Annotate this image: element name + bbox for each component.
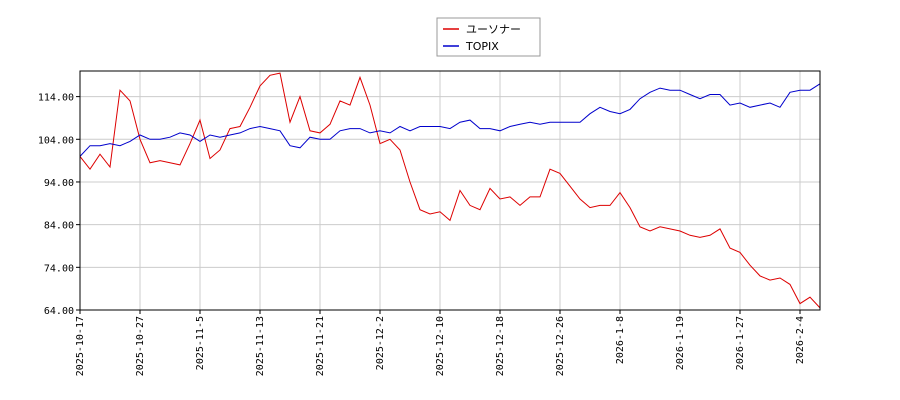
- x-tick-label: 2025-12-2: [375, 316, 386, 370]
- legend: ユーソナー TOPIX: [436, 17, 541, 57]
- plot-frame: [79, 70, 821, 311]
- legend-label-usonar: ユーソナー: [466, 23, 521, 36]
- x-tick-label: 2025-12-26: [555, 316, 566, 376]
- x-axis: 2025-10-17 2025-10-27 2025-11-5 2025-11-13 2…: [75, 310, 806, 376]
- x-tick-label: 2025-11-13: [255, 316, 266, 376]
- series-line-topix: [79, 83, 821, 157]
- x-tick-label: 2025-10-27: [135, 316, 146, 376]
- x-tick-label: 2026-1-8: [615, 316, 626, 364]
- x-tick-label: 2026-2-4: [795, 316, 806, 364]
- y-tick-label: 64.00: [44, 306, 74, 317]
- series-line-usonar: [79, 72, 821, 309]
- grid: [79, 71, 820, 311]
- y-tick-label: 94.00: [44, 178, 74, 189]
- legend-box: [436, 17, 541, 57]
- x-tick-label: 2025-10-17: [75, 316, 86, 376]
- series-lines: [79, 72, 821, 309]
- y-tick-label: 74.00: [44, 263, 74, 274]
- y-tick-label: 114.00: [38, 93, 74, 104]
- y-tick-label: 104.00: [38, 135, 74, 146]
- y-axis: 114.00 104.00 94.00 84.00 74.00 64.00: [38, 93, 80, 317]
- x-tick-label: 2025-11-21: [315, 316, 326, 376]
- x-tick-label: 2025-12-18: [495, 316, 506, 376]
- x-tick-label: 2025-12-10: [435, 316, 446, 376]
- x-tick-label: 2026-1-19: [675, 316, 686, 370]
- x-tick-label: 2025-11-5: [195, 316, 206, 370]
- y-tick-label: 84.00: [44, 221, 74, 232]
- legend-label-topix: TOPIX: [465, 40, 499, 53]
- x-tick-label: 2026-1-27: [735, 316, 746, 370]
